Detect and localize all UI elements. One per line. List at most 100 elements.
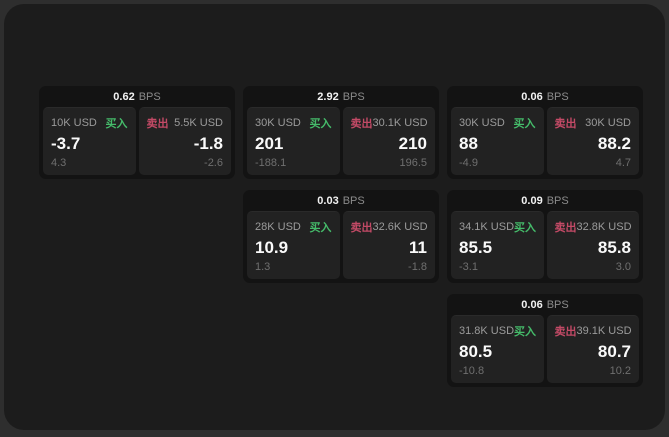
buy-price: 88 <box>459 134 478 153</box>
bps-unit-label: BPS <box>546 298 569 311</box>
sell-amount: 5.5K USD <box>174 117 223 129</box>
sell-price: 11 <box>409 238 427 257</box>
quote-cards-grid: 0.62 BPS 10K USD 买入 -3.7 4.3 卖出 5.5K USD … <box>39 86 643 387</box>
buy-side-label: 买入 <box>309 222 332 234</box>
card-header: 0.06 BPS <box>451 86 639 107</box>
sell-side-label: 卖出 <box>350 118 373 130</box>
sell-panel[interactable]: 卖出 30.1K USD 210 196.5 <box>342 107 435 175</box>
sell-price: 80.7 <box>597 342 631 361</box>
panels: 31.8K USD 买入 80.5 -10.8 卖出 39.1K USD 80.… <box>451 315 639 383</box>
buy-amount: 30K USD <box>459 117 505 129</box>
buy-delta: 4.3 <box>51 157 67 169</box>
card-header: 0.03 BPS <box>247 190 435 211</box>
buy-amount: 28K USD <box>255 221 301 233</box>
card-header: 0.06 BPS <box>451 294 639 315</box>
sell-delta: 3.0 <box>615 261 631 273</box>
sell-top-row: 卖出 30.1K USD <box>351 115 428 131</box>
buy-amount: 34.1K USD <box>459 221 515 233</box>
buy-side-label: 买入 <box>309 118 332 130</box>
buy-price: 85.5 <box>459 238 493 257</box>
sell-side-label: 卖出 <box>350 222 373 234</box>
sell-panel[interactable]: 卖出 32.6K USD 11 -1.8 <box>342 211 435 279</box>
sell-top-row: 卖出 32.6K USD <box>351 219 428 235</box>
sell-amount: 32.6K USD <box>372 221 428 233</box>
sell-amount: 30K USD <box>585 117 631 129</box>
bps-value: 0.06 <box>521 90 543 103</box>
buy-panel[interactable]: 28K USD 买入 10.9 1.3 <box>247 211 340 279</box>
buy-amount: 10K USD <box>51 117 97 129</box>
sell-amount: 32.8K USD <box>576 221 632 233</box>
quote-card[interactable]: 0.62 BPS 10K USD 买入 -3.7 4.3 卖出 5.5K USD … <box>39 86 235 179</box>
card-header: 2.92 BPS <box>247 86 435 107</box>
buy-panel[interactable]: 34.1K USD 买入 85.5 -3.1 <box>451 211 544 279</box>
buy-top-row: 28K USD 买入 <box>255 219 332 235</box>
bps-unit-label: BPS <box>546 90 569 103</box>
sell-amount: 30.1K USD <box>372 117 428 129</box>
sell-delta: 196.5 <box>399 157 427 169</box>
sell-delta: 4.7 <box>615 157 631 169</box>
sell-top-row: 卖出 32.8K USD <box>555 219 632 235</box>
bps-unit-label: BPS <box>138 90 161 103</box>
bps-value: 0.62 <box>113 90 135 103</box>
bps-unit-label: BPS <box>546 194 569 207</box>
sell-side-label: 卖出 <box>554 326 577 338</box>
buy-top-row: 10K USD 买入 <box>51 115 128 131</box>
sell-price: 85.8 <box>597 238 631 257</box>
buy-delta: 1.3 <box>255 261 271 273</box>
buy-panel[interactable]: 10K USD 买入 -3.7 4.3 <box>43 107 136 175</box>
bps-value: 0.03 <box>317 194 339 207</box>
buy-delta: -188.1 <box>255 157 287 169</box>
sell-delta: -1.8 <box>408 261 427 273</box>
sell-side-label: 卖出 <box>554 118 577 130</box>
buy-side-label: 买入 <box>105 118 128 130</box>
sell-panel[interactable]: 卖出 30K USD 88.2 4.7 <box>546 107 639 175</box>
buy-price: -3.7 <box>51 134 81 153</box>
buy-side-label: 买入 <box>514 326 537 338</box>
card-header: 0.09 BPS <box>451 190 639 211</box>
quote-card[interactable]: 0.03 BPS 28K USD 买入 10.9 1.3 卖出 32.6K USD… <box>243 190 439 283</box>
buy-panel[interactable]: 30K USD 买入 201 -188.1 <box>247 107 340 175</box>
sell-amount: 39.1K USD <box>576 325 632 337</box>
buy-delta: -3.1 <box>459 261 478 273</box>
buy-top-row: 30K USD 买入 <box>459 115 536 131</box>
panels: 30K USD 买入 88 -4.9 卖出 30K USD 88.2 4.7 <box>451 107 639 175</box>
quote-card[interactable]: 0.09 BPS 34.1K USD 买入 85.5 -3.1 卖出 32.8K … <box>447 190 643 283</box>
panels: 30K USD 买入 201 -188.1 卖出 30.1K USD 210 1… <box>247 107 435 175</box>
buy-price: 10.9 <box>255 238 289 257</box>
buy-amount: 30K USD <box>255 117 301 129</box>
quote-card[interactable]: 2.92 BPS 30K USD 买入 201 -188.1 卖出 30.1K U… <box>243 86 439 179</box>
sell-panel[interactable]: 卖出 32.8K USD 85.8 3.0 <box>546 211 639 279</box>
bps-unit-label: BPS <box>342 90 365 103</box>
sell-top-row: 卖出 30K USD <box>555 115 632 131</box>
buy-delta: -10.8 <box>459 365 485 377</box>
buy-price: 201 <box>255 134 284 153</box>
panels: 28K USD 买入 10.9 1.3 卖出 32.6K USD 11 -1.8 <box>247 211 435 279</box>
buy-side-label: 买入 <box>513 118 536 130</box>
buy-top-row: 30K USD 买入 <box>255 115 332 131</box>
card-header: 0.62 BPS <box>43 86 231 107</box>
sell-price: -1.8 <box>193 134 223 153</box>
sell-panel[interactable]: 卖出 5.5K USD -1.8 -2.6 <box>138 107 231 175</box>
sell-delta: 10.2 <box>609 365 631 377</box>
sell-top-row: 卖出 5.5K USD <box>147 115 224 131</box>
buy-price: 80.5 <box>459 342 493 361</box>
bps-value: 2.92 <box>317 90 339 103</box>
bps-value: 0.09 <box>521 194 543 207</box>
buy-panel[interactable]: 30K USD 买入 88 -4.9 <box>451 107 544 175</box>
buy-side-label: 买入 <box>514 222 537 234</box>
panels: 34.1K USD 买入 85.5 -3.1 卖出 32.8K USD 85.8… <box>451 211 639 279</box>
sell-price: 88.2 <box>597 134 631 153</box>
buy-panel[interactable]: 31.8K USD 买入 80.5 -10.8 <box>451 315 544 383</box>
quote-card[interactable]: 0.06 BPS 31.8K USD 买入 80.5 -10.8 卖出 39.1K… <box>447 294 643 387</box>
sell-panel[interactable]: 卖出 39.1K USD 80.7 10.2 <box>546 315 639 383</box>
buy-top-row: 34.1K USD 买入 <box>459 219 536 235</box>
panels: 10K USD 买入 -3.7 4.3 卖出 5.5K USD -1.8 -2.… <box>43 107 231 175</box>
quote-card[interactable]: 0.06 BPS 30K USD 买入 88 -4.9 卖出 30K USD 88… <box>447 86 643 179</box>
buy-amount: 31.8K USD <box>459 325 515 337</box>
app-window: 0.62 BPS 10K USD 买入 -3.7 4.3 卖出 5.5K USD … <box>4 4 665 430</box>
sell-delta: -2.6 <box>204 157 223 169</box>
buy-delta: -4.9 <box>459 157 478 169</box>
sell-side-label: 卖出 <box>554 222 577 234</box>
bps-value: 0.06 <box>521 298 543 311</box>
bps-unit-label: BPS <box>342 194 365 207</box>
